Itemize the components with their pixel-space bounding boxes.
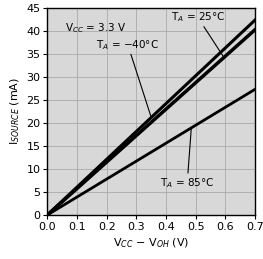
Text: T$_A$ = 85°C: T$_A$ = 85°C [160, 128, 214, 190]
Y-axis label: I$_{SOURCE}$ (mA): I$_{SOURCE}$ (mA) [8, 77, 22, 145]
X-axis label: V$_{CC}$ − V$_{OH}$ (V): V$_{CC}$ − V$_{OH}$ (V) [113, 236, 189, 250]
Text: V$_{CC}$ = 3.3 V: V$_{CC}$ = 3.3 V [65, 21, 127, 35]
Text: T$_A$ = 25°C: T$_A$ = 25°C [170, 10, 225, 57]
Text: T$_A$ = −40°C: T$_A$ = −40°C [96, 38, 159, 117]
